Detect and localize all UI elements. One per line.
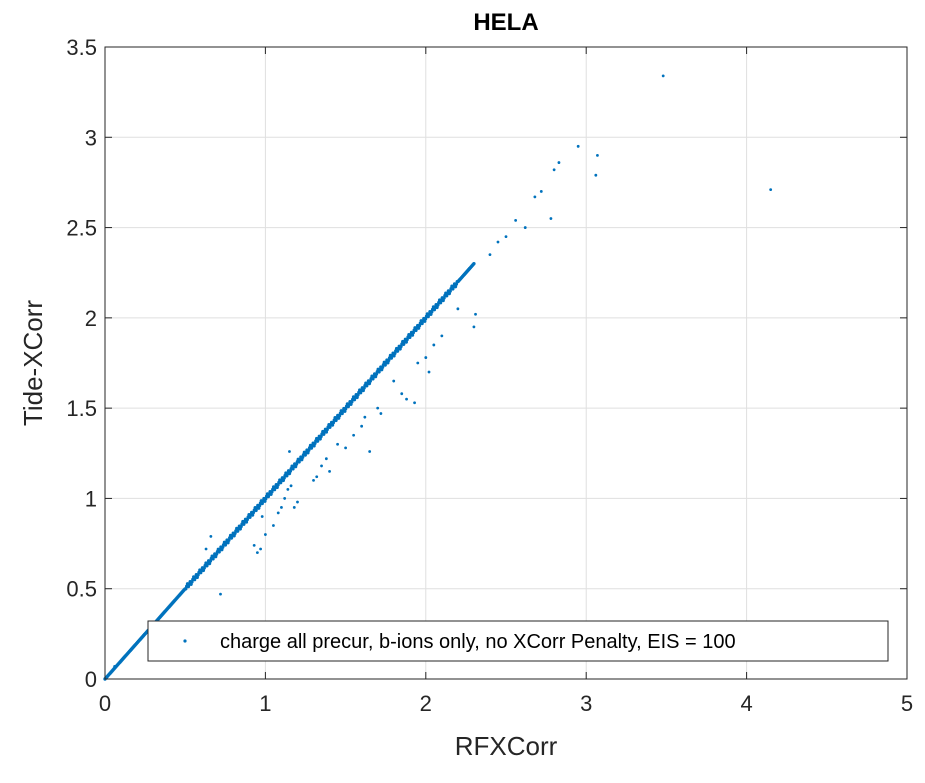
data-point [514,218,518,222]
data-point [424,356,428,359]
data-point [474,312,477,316]
trend-layer [103,261,476,681]
x-tick-label: 0 [99,691,111,716]
data-point [320,464,323,468]
ticks-layer: 0 1 2 3 4 5 0 0.5 1 1.5 2 2.5 3 3.5 [66,35,913,716]
y-axis-label: Tide-XCorr [18,300,48,427]
data-point [119,659,123,663]
y-tick-label: 2.5 [66,216,97,241]
data-point [255,551,259,554]
y-tick-label: 0 [85,667,97,692]
legend: charge all precur, b-ions only, no XCorr… [147,620,889,662]
data-point [427,370,431,374]
data-point [472,325,476,329]
data-point [272,524,275,527]
data-point [539,190,543,193]
data-point [288,450,291,453]
legend-frame [147,620,889,662]
data-point [440,334,444,338]
data-point [533,195,537,199]
data-point [264,533,267,536]
points-layer [103,74,773,681]
data-point [576,144,580,148]
data-point [292,506,296,509]
data-point [328,469,331,473]
data-point [360,424,364,428]
data-point [496,240,500,244]
y-tick-label: 1 [85,486,97,511]
data-point [504,235,508,239]
data-point [315,475,319,479]
data-point [260,515,264,518]
legend-label: charge all precur, b-ions only, no XCorr… [220,631,736,653]
data-point [432,343,436,347]
x-tick-label: 1 [259,691,271,716]
data-point [594,173,598,177]
data-point [296,500,299,504]
x-tick-label: 5 [901,691,913,716]
grid-layer [105,47,907,679]
data-point [392,379,396,383]
data-point [219,592,222,596]
y-tick-label: 2 [85,306,97,331]
y-tick-label: 3.5 [66,35,97,60]
data-point [769,188,773,192]
data-point [488,253,492,257]
x-tick-label: 4 [740,691,752,716]
data-point [336,442,339,446]
data-point [416,361,420,365]
x-axis-label: RFXCorr [455,731,558,761]
data-point [289,484,293,488]
data-point [549,217,553,220]
data-point [344,446,347,450]
data-point [523,226,527,229]
data-point [557,161,561,164]
data-point [280,506,283,509]
data-point [259,547,262,551]
data-point [363,415,367,419]
y-tick-label: 0.5 [66,577,97,602]
legend-marker [183,639,187,643]
data-point [276,511,280,515]
data-point [204,547,208,551]
data-point [368,450,372,453]
y-tick-label: 1.5 [66,396,97,421]
data-point-trend [472,261,476,266]
chart-title: HELA [473,9,538,36]
data-point [286,488,290,491]
data-point [127,650,131,654]
data-point [209,534,213,538]
data-point [405,397,408,401]
data-point [400,392,404,396]
data-point [596,153,599,157]
x-tick-label: 2 [420,691,432,716]
data-point [379,412,383,415]
y-tick-label: 3 [85,125,97,150]
data-point [352,433,356,437]
data-point [456,307,460,311]
data-point [113,664,117,668]
data-point [552,168,556,172]
data-point [312,478,315,482]
axes-box [104,46,908,680]
data-point [376,406,380,410]
x-tick-label: 3 [580,691,592,716]
data-point [283,497,287,500]
data-point [324,457,328,461]
data-point [661,74,665,78]
data-point [252,543,256,547]
data-point [135,641,139,645]
data-point [413,401,416,405]
